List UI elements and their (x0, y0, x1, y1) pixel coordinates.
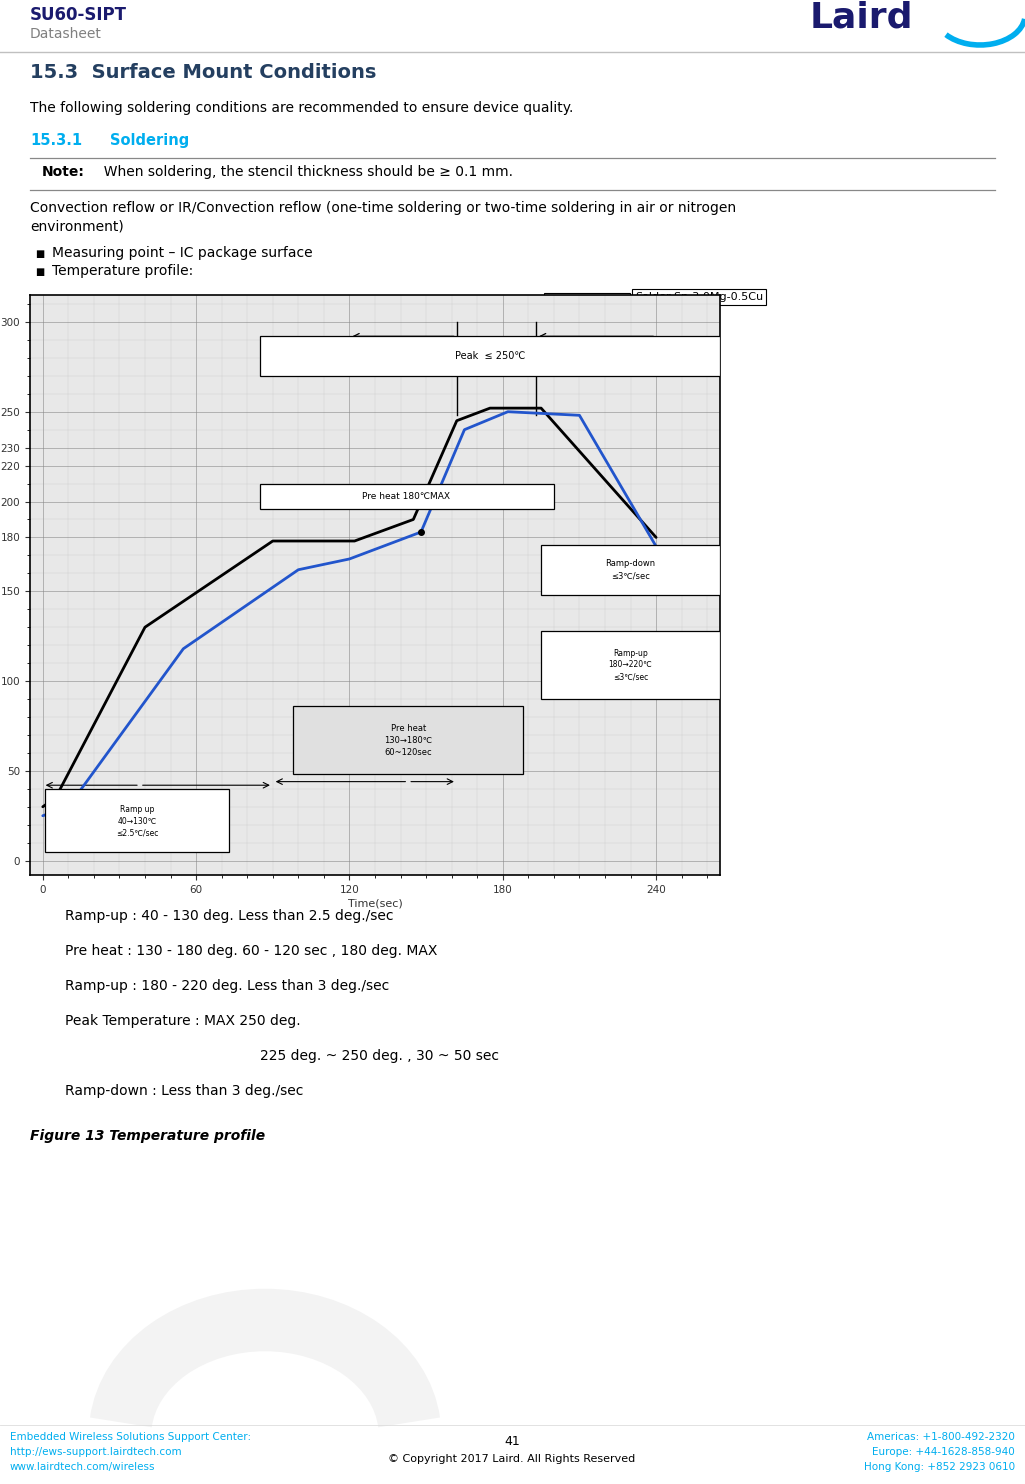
Text: Laird: Laird (810, 1, 913, 36)
Bar (541, 631, 720, 699)
Text: Pre heat 180℃MAX: Pre heat 180℃MAX (362, 491, 450, 500)
Text: Temperature profile:: Temperature profile: (52, 264, 194, 278)
Text: Peak Temperature : MAX 250 deg.: Peak Temperature : MAX 250 deg. (65, 1014, 300, 1028)
Text: 15.3.1: 15.3.1 (30, 134, 82, 148)
Text: Embedded Wireless Solutions Support Center:: Embedded Wireless Solutions Support Cent… (10, 1432, 251, 1442)
Text: Europe: +44-1628-858-940: Europe: +44-1628-858-940 (872, 1447, 1015, 1457)
Text: Datasheet: Datasheet (30, 27, 101, 42)
Text: Figure 13 Temperature profile: Figure 13 Temperature profile (30, 1129, 265, 1143)
Bar (260, 484, 554, 509)
Text: 15.3  Surface Mount Conditions: 15.3 Surface Mount Conditions (30, 62, 376, 82)
X-axis label: Time(sec): Time(sec) (347, 899, 403, 908)
Text: 225℃～250℃
30～50sec: 225℃～250℃ 30～50sec (548, 297, 626, 328)
Text: © Copyright 2017 Laird. All Rights Reserved: © Copyright 2017 Laird. All Rights Reser… (388, 1454, 636, 1465)
Text: The following soldering conditions are recommended to ensure device quality.: The following soldering conditions are r… (30, 101, 573, 114)
Text: When soldering, the stencil thickness should be ≥ 0.1 mm.: When soldering, the stencil thickness sh… (95, 165, 512, 180)
Text: Ramp-up : 40 - 130 deg. Less than 2.5 deg./sec: Ramp-up : 40 - 130 deg. Less than 2.5 de… (65, 910, 394, 923)
Text: 41: 41 (504, 1435, 520, 1448)
Bar (541, 545, 720, 595)
Text: www.lairdtech.com/wireless: www.lairdtech.com/wireless (10, 1462, 156, 1472)
Text: Convection reflow or IR/Convection reflow (one-time soldering or two-time solder: Convection reflow or IR/Convection reflo… (30, 200, 736, 215)
Text: Pre heat
130→180℃
60~120sec: Pre heat 130→180℃ 60~120sec (384, 724, 433, 757)
Text: Pre heat : 130 - 180 deg. 60 - 120 sec , 180 deg. MAX: Pre heat : 130 - 180 deg. 60 - 120 sec ,… (65, 944, 438, 959)
Text: Ramp-up
180→220℃
≤3℃/sec: Ramp-up 180→220℃ ≤3℃/sec (609, 649, 653, 681)
Text: Solder:Sn-3.0Mg-0.5Cu: Solder:Sn-3.0Mg-0.5Cu (636, 292, 764, 303)
Text: http://ews-support.lairdtech.com: http://ews-support.lairdtech.com (10, 1447, 181, 1457)
Text: Measuring point – IC package surface: Measuring point – IC package surface (52, 246, 313, 260)
Text: SU60-SIPT: SU60-SIPT (30, 6, 127, 24)
Text: ■: ■ (35, 249, 44, 260)
Text: Ramp-down : Less than 3 deg./sec: Ramp-down : Less than 3 deg./sec (65, 1083, 303, 1098)
Text: Ramp-up : 180 - 220 deg. Less than 3 deg./sec: Ramp-up : 180 - 220 deg. Less than 3 deg… (65, 979, 390, 993)
Text: Note:: Note: (42, 165, 85, 180)
Text: Ramp up
40→130℃
≤2.5℃/sec: Ramp up 40→130℃ ≤2.5℃/sec (116, 804, 159, 837)
Text: Americas: +1-800-492-2320: Americas: +1-800-492-2320 (867, 1432, 1015, 1442)
Text: Hong Kong: +852 2923 0610: Hong Kong: +852 2923 0610 (864, 1462, 1015, 1472)
Bar (45, 789, 230, 852)
Text: Ramp-down
≤3℃/sec: Ramp-down ≤3℃/sec (606, 559, 656, 580)
Bar (293, 706, 523, 775)
Text: Peak  ≤ 250℃: Peak ≤ 250℃ (455, 352, 525, 361)
Text: environment): environment) (30, 220, 124, 233)
Text: 225 deg. ~ 250 deg. , 30 ~ 50 sec: 225 deg. ~ 250 deg. , 30 ~ 50 sec (260, 1049, 499, 1063)
Text: Soldering: Soldering (110, 134, 190, 148)
Text: ■: ■ (35, 267, 44, 278)
Bar (260, 337, 720, 375)
